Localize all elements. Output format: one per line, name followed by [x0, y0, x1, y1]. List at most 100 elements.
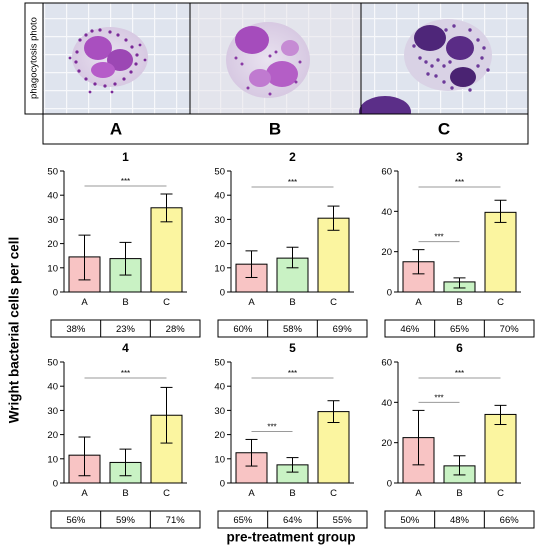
- percentage-cell: 59%: [116, 515, 136, 526]
- percentage-row: [50, 510, 201, 529]
- significance-label: ***: [455, 178, 464, 187]
- x-tick-label: B: [122, 297, 128, 308]
- x-tick-label: A: [415, 488, 422, 499]
- chart-title: 4: [122, 341, 129, 355]
- y-tick-label: 0: [220, 288, 225, 299]
- percentage-cell: 38%: [66, 324, 86, 335]
- percentage-cell: 65%: [233, 515, 253, 526]
- y-tick-label: 0: [387, 288, 392, 299]
- significance-label: ***: [121, 369, 130, 378]
- percentage-cell: 50%: [400, 515, 420, 526]
- y-tick-label: 20: [47, 430, 58, 441]
- y-tick-label: 60: [381, 167, 392, 178]
- x-tick-label: C: [163, 488, 170, 499]
- percentage-row: [50, 319, 201, 338]
- percentage-cell: 60%: [233, 324, 253, 335]
- percentage-cell: 55%: [333, 515, 353, 526]
- x-tick-label: C: [497, 488, 504, 499]
- x-tick-label: B: [289, 297, 295, 308]
- percentage-row: [384, 319, 535, 338]
- y-tick-label: 30: [47, 406, 58, 417]
- y-tick-label: 10: [214, 263, 225, 274]
- percentage-cell: 46%: [400, 324, 420, 335]
- significance-label: ***: [121, 177, 130, 186]
- photo-label-c: C: [438, 119, 450, 138]
- y-tick-label: 40: [381, 207, 392, 218]
- percentage-cell: 64%: [283, 515, 303, 526]
- percentage-cell: 28%: [166, 324, 186, 335]
- y-tick-label: 0: [53, 479, 58, 490]
- x-tick-label: A: [248, 297, 255, 308]
- phagocytosis-photo-strip: phagocytosis photo: [24, 2, 529, 145]
- y-axis-label: Wright bacterial cells per cell: [7, 237, 22, 424]
- y-tick-label: 20: [214, 430, 225, 441]
- chart-title: 3: [456, 150, 463, 164]
- y-tick-label: 20: [214, 239, 225, 250]
- x-tick-label: B: [456, 297, 462, 308]
- percentage-cell: 66%: [500, 515, 520, 526]
- percentage-cell: 48%: [450, 515, 470, 526]
- photo-side-label: phagocytosis photo: [29, 17, 40, 99]
- significance-label: ***: [288, 369, 297, 378]
- photo-label-a: A: [110, 119, 122, 138]
- significance-label: ***: [434, 393, 443, 402]
- y-tick-label: 40: [47, 191, 58, 202]
- percentage-cell: 70%: [500, 324, 520, 335]
- percentage-cell: 58%: [283, 324, 303, 335]
- chart-3: 3 0 20 40 60 A B C *** *** 46% 65% 70%: [381, 150, 535, 338]
- percentage-cell: 56%: [66, 515, 86, 526]
- x-tick-label: C: [330, 488, 337, 499]
- significance-label: ***: [288, 178, 297, 187]
- photo-panel-b: [190, 3, 361, 114]
- y-tick-label: 50: [47, 167, 58, 178]
- chart-title: 2: [289, 150, 296, 164]
- x-tick-label: B: [289, 488, 295, 499]
- x-tick-label: B: [456, 488, 462, 499]
- y-tick-label: 50: [214, 167, 225, 178]
- x-axis-label: pre-treatment group: [226, 530, 355, 545]
- y-tick-label: 0: [387, 479, 392, 490]
- bar-c: [484, 413, 517, 484]
- y-tick-label: 30: [214, 406, 225, 417]
- photo-panel-c: [359, 3, 528, 128]
- y-tick-label: 40: [214, 191, 225, 202]
- y-tick-label: 20: [381, 438, 392, 449]
- percentage-row: [384, 510, 535, 529]
- y-tick-label: 20: [47, 239, 58, 250]
- x-tick-label: B: [122, 488, 128, 499]
- percentage-cell: 71%: [166, 515, 186, 526]
- x-tick-label: A: [415, 297, 422, 308]
- bacteria-dots-c: [412, 24, 490, 92]
- x-tick-label: C: [330, 297, 337, 308]
- significance-label: ***: [434, 233, 443, 242]
- photo-label-b: B: [269, 119, 281, 138]
- y-tick-label: 40: [381, 398, 392, 409]
- chart-title: 5: [289, 341, 296, 355]
- photo-label-row: [42, 113, 529, 145]
- x-tick-label: A: [81, 488, 88, 499]
- bacteria-dots-a: [68, 28, 147, 94]
- x-tick-label: C: [163, 297, 170, 308]
- y-tick-label: 50: [214, 358, 225, 369]
- x-tick-label: C: [497, 297, 504, 308]
- percentage-row: [217, 510, 368, 529]
- x-tick-label: A: [248, 488, 255, 499]
- y-tick-label: 10: [47, 454, 58, 465]
- significance-label: ***: [267, 422, 276, 431]
- y-tick-label: 40: [47, 382, 58, 393]
- y-tick-label: 30: [214, 215, 225, 226]
- percentage-cell: 69%: [333, 324, 353, 335]
- y-tick-label: 50: [47, 358, 58, 369]
- photo-panel-a: [43, 3, 190, 114]
- y-tick-label: 0: [53, 288, 58, 299]
- percentage-row: [217, 319, 368, 338]
- bar-c: [484, 211, 517, 293]
- chart-title: 1: [122, 150, 129, 164]
- significance-label: ***: [455, 369, 464, 378]
